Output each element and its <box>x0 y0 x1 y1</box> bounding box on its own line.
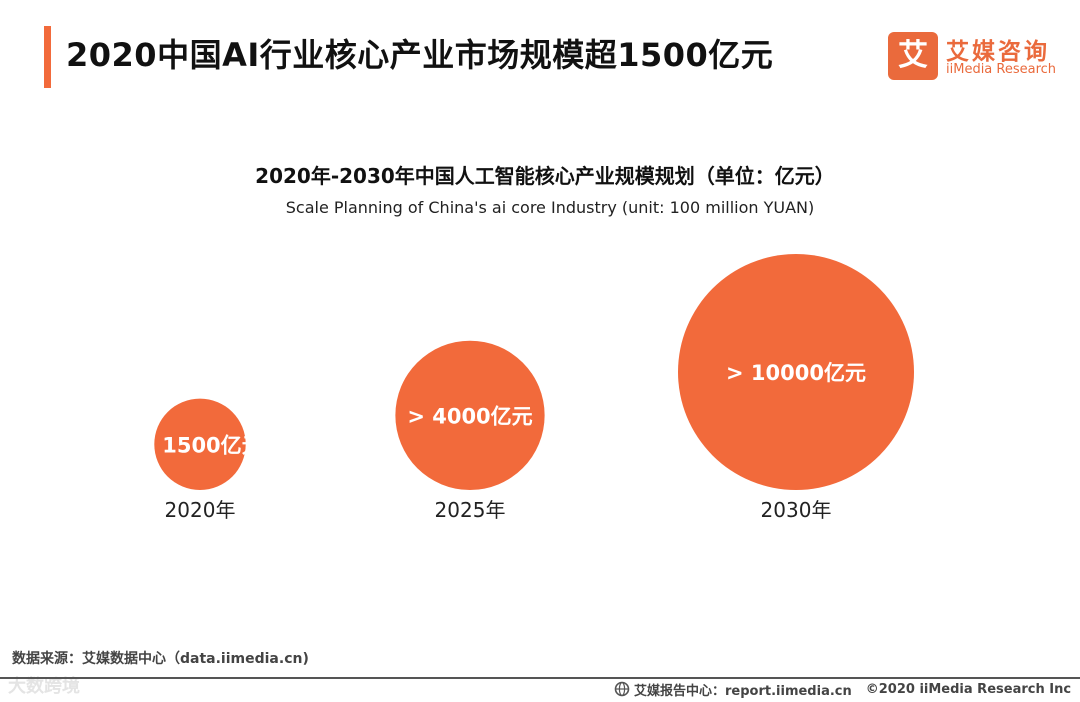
logo-mark-icon: 艾 <box>888 32 938 80</box>
category-label-1: 2025年 <box>435 498 506 522</box>
bubble-value-label-1: > 4000亿元 <box>407 404 532 428</box>
bubble-1 <box>395 340 545 490</box>
bubble-value-label-0: > 1500亿元 <box>137 433 262 457</box>
bubble-2 <box>678 254 914 490</box>
footer: 艾媒报告中心：report.iimedia.cn ©2020 iiMedia R… <box>614 680 1072 699</box>
title-accent-bar <box>44 26 51 88</box>
watermark: 大数跨境 <box>8 676 80 697</box>
globe-icon <box>614 681 630 697</box>
category-label-2: 2030年 <box>761 498 832 522</box>
footer-copyright: ©2020 iiMedia Research Inc <box>865 681 1072 697</box>
chart-title: 2020年-2030年中国人工智能核心产业规模规划（单位：亿元） <box>255 164 835 188</box>
page-title: 2020中国AI行业核心产业市场规模超1500亿元 <box>66 36 774 74</box>
iimedia-logo: 艾 艾媒咨询 iiMedia Research <box>888 32 1068 84</box>
logo-name-en: iiMedia Research <box>946 62 1057 77</box>
logo-mark-char: 艾 <box>898 38 928 73</box>
category-label-0: 2020年 <box>165 498 236 522</box>
footer-divider <box>0 677 1080 679</box>
bubble-0 <box>154 398 246 490</box>
footer-report-center: 艾媒报告中心：report.iimedia.cn <box>634 683 852 699</box>
data-source-note: 数据来源：艾媒数据中心（data.iimedia.cn) <box>12 651 309 667</box>
chart-subtitle: Scale Planning of China's ai core Indust… <box>285 198 815 217</box>
logo-name-cn: 艾媒咨询 <box>946 39 1050 65</box>
bubble-value-label-2: > 10000亿元 <box>726 361 866 385</box>
